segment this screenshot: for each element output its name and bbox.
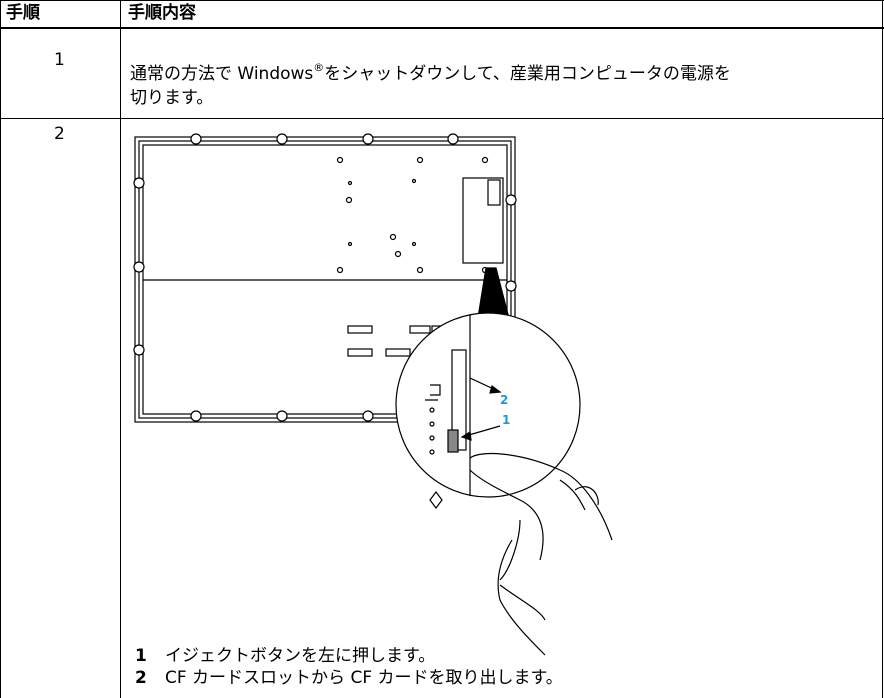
connector xyxy=(462,177,504,264)
legend-text: イジェクトボタンを左に押します。 xyxy=(165,646,436,666)
arrow-head xyxy=(460,430,472,441)
shape xyxy=(276,410,288,422)
screw xyxy=(429,491,443,509)
shape xyxy=(416,156,424,164)
shape xyxy=(481,156,489,164)
shape xyxy=(133,261,145,273)
shape xyxy=(447,133,459,145)
shape xyxy=(347,180,353,186)
eject-button xyxy=(447,429,459,453)
shape xyxy=(362,133,374,145)
callout: 1 xyxy=(502,413,510,427)
shape xyxy=(133,177,145,189)
shape xyxy=(276,133,288,145)
header-rule xyxy=(0,27,884,29)
callout: 2 xyxy=(500,393,508,407)
table-border xyxy=(0,0,1,698)
legend-number: 1 xyxy=(135,646,147,666)
shape xyxy=(505,194,517,206)
shape xyxy=(190,410,202,422)
slot-detail xyxy=(425,384,441,401)
shape xyxy=(347,348,373,357)
table-border xyxy=(882,0,883,698)
header-cell: 手順 xyxy=(6,3,40,23)
shape xyxy=(429,435,435,441)
shape xyxy=(505,280,517,292)
step-text: 通常の方法で Windows®をシャットダウンして、産業用コンピュータの電源を xyxy=(130,58,731,84)
header-cell: 手順内容 xyxy=(128,3,196,23)
shape xyxy=(347,241,353,247)
registered-mark: ® xyxy=(313,61,325,74)
row-rule xyxy=(0,118,884,119)
connector xyxy=(487,179,501,206)
shape xyxy=(190,133,202,145)
shape xyxy=(336,156,344,164)
hand xyxy=(469,452,613,656)
bosses xyxy=(133,133,517,422)
panel-outer xyxy=(134,136,516,423)
column-divider xyxy=(120,0,121,698)
magnifier xyxy=(395,312,581,498)
shape xyxy=(336,266,344,274)
step-number: 1 xyxy=(54,50,65,70)
shape xyxy=(411,241,417,247)
shape xyxy=(345,196,353,204)
shape xyxy=(133,344,145,356)
shape xyxy=(429,449,435,455)
shape xyxy=(411,178,417,184)
shape xyxy=(409,325,431,334)
text: をシャットダウンして、産業用コンピュータの電源を xyxy=(324,64,731,84)
shape xyxy=(394,250,402,258)
shape xyxy=(429,421,435,427)
arrow-head xyxy=(489,384,502,394)
text: 通常の方法で Windows xyxy=(130,64,314,84)
shape xyxy=(347,325,373,334)
step-text: 切ります。 xyxy=(130,88,214,108)
legend-number: 2 xyxy=(135,668,147,688)
shape xyxy=(385,348,411,357)
slot-holes xyxy=(429,407,435,455)
shape xyxy=(389,233,397,241)
shape xyxy=(362,410,374,422)
table-border xyxy=(0,0,884,1)
cf-card xyxy=(451,349,467,451)
legend-text: CF カードスロットから CF カードを取り出します。 xyxy=(165,668,563,688)
step-number: 2 xyxy=(54,124,65,144)
holes xyxy=(336,156,489,274)
panel-inner xyxy=(138,140,512,419)
shape xyxy=(416,266,424,274)
shape xyxy=(429,407,435,413)
